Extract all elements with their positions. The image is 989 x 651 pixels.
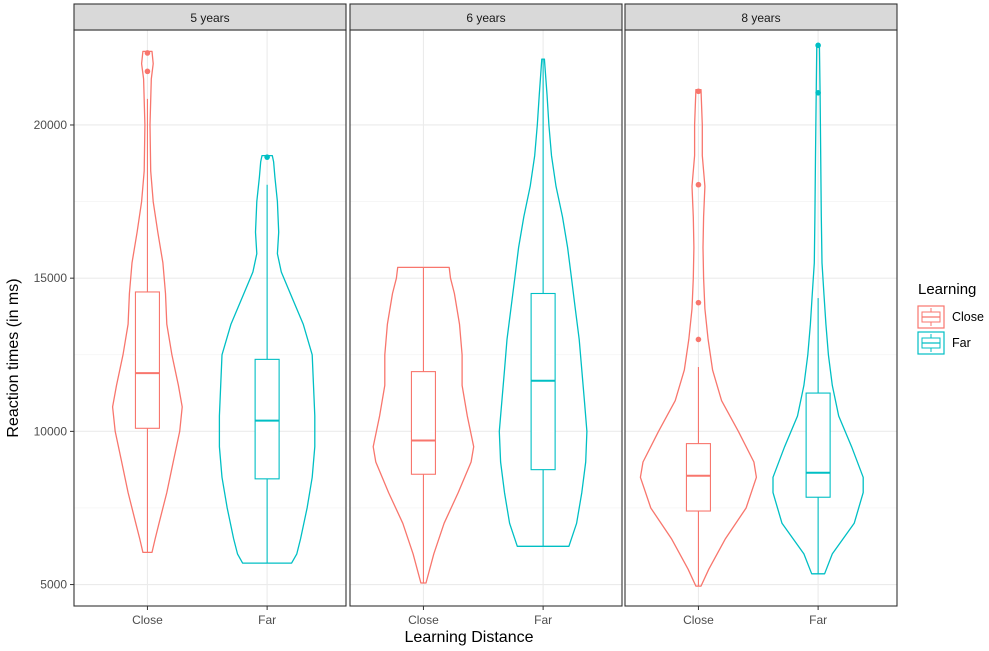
box: [254, 358, 280, 480]
legend-item-close: Close: [917, 305, 984, 329]
facet-strip: [624, 3, 898, 31]
x-tick-label: Close: [408, 613, 439, 627]
facet-strip-label: 5 years: [190, 11, 229, 25]
violin-group-close: [111, 50, 183, 554]
legend-label: Close: [952, 310, 984, 324]
violin-shape: [639, 89, 758, 587]
outlier-point: [695, 181, 702, 188]
violin-shape: [218, 154, 316, 564]
outlier-point: [695, 336, 702, 343]
violin-shape: [498, 58, 588, 547]
x-axis-title: Learning Distance: [405, 629, 534, 646]
violin-group-close: [372, 266, 475, 584]
outlier-point: [264, 154, 270, 160]
violin-group-far: [498, 58, 588, 547]
facet-panels: 5 years Close Far 6 years Close Far 8 years Clo…: [73, 3, 898, 627]
violin-group-far: [772, 42, 864, 575]
facet-strip: [349, 3, 623, 31]
violin-shape: [372, 266, 475, 584]
outlier-point: [695, 299, 702, 306]
outlier-point: [144, 50, 151, 56]
y-tick-label: 15000: [34, 271, 68, 285]
x-tick-label: Close: [132, 613, 163, 627]
outlier-point: [815, 42, 821, 49]
panel-5-years: 5 years Close Far: [73, 3, 347, 627]
panel-background: [625, 30, 897, 606]
violin-group-far: [218, 154, 316, 564]
outlier-point: [144, 68, 151, 75]
box: [805, 392, 831, 498]
y-tick-label: 10000: [34, 424, 68, 438]
box: [685, 443, 711, 512]
box: [134, 291, 160, 429]
panel-6-years: 6 years Close Far: [349, 3, 623, 627]
x-tick-label: Far: [258, 613, 276, 627]
panel-background: [350, 30, 622, 606]
facet-strip: [73, 3, 347, 31]
facet-strip-label: 8 years: [741, 11, 780, 25]
box: [410, 371, 436, 475]
x-tick-label: Far: [809, 613, 827, 627]
y-axis: 5000 10000 15000 20000: [34, 118, 74, 592]
legend-title: Learning: [918, 281, 976, 298]
y-axis-title: Reaction times (in ms): [5, 278, 22, 437]
violin-group-close: [639, 88, 758, 587]
outlier-point: [815, 90, 821, 96]
legend: Learning Close Far: [917, 281, 984, 355]
x-tick-label: Far: [534, 613, 552, 627]
y-tick-label: 20000: [34, 118, 68, 132]
legend-item-far: Far: [917, 331, 971, 355]
facet-strip-label: 6 years: [466, 11, 505, 25]
violin-shape: [111, 50, 183, 554]
x-tick-label: Close: [683, 613, 714, 627]
outlier-point: [695, 88, 702, 95]
y-tick-label: 5000: [40, 578, 67, 592]
legend-label: Far: [952, 336, 971, 350]
panel-8-years: 8 years Close Far: [624, 3, 898, 627]
